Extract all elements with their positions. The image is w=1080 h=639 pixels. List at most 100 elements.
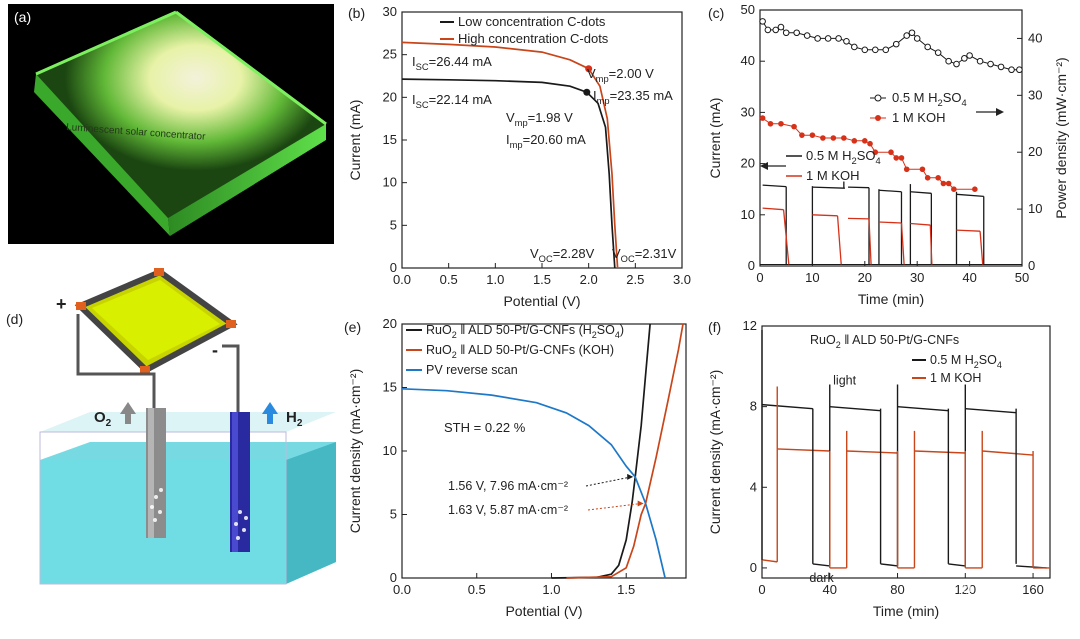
x-tick-label: 3.0 [673, 272, 691, 287]
minus-sign: - [212, 340, 218, 360]
y2-tick-label: 30 [1028, 87, 1042, 102]
power-koh-point [888, 149, 894, 156]
y-tick-label: 20 [383, 89, 397, 104]
x-tick-label: 20 [858, 270, 872, 285]
x-tick-label: 0.0 [393, 582, 411, 597]
annotation-1: 1.56 V, 7.96 mA·cm⁻² [448, 479, 568, 493]
arrow-right-icon [996, 108, 1004, 116]
power-koh-point [867, 140, 873, 147]
legend-label: 0.5 M H2SO4 [930, 353, 1002, 370]
legend-power-koh: 1 M KOH [892, 110, 945, 125]
h2so4-off-segment [812, 563, 830, 567]
power-h2so4-point [1008, 66, 1015, 74]
power-h2so4-point [861, 46, 869, 54]
power-h2so4-point [772, 26, 780, 34]
y-tick-label: 20 [383, 316, 397, 331]
current-h2so4-segment [762, 184, 787, 188]
panel-f-label: (f) [708, 319, 721, 335]
current-koh-segment [956, 229, 981, 232]
current-h2so4-segment [848, 186, 870, 189]
legend-label: High concentration C-dots [458, 31, 609, 46]
panel-c: (c) 0 10 20 30 40 50 0 10 20 30 40 50 0 10 20 30 40 Time … [704, 0, 1080, 318]
axes-frame-c [759, 9, 1023, 267]
y-tick-label: 40 [741, 53, 755, 68]
power-koh-point [924, 175, 931, 181]
arrow-left-icon [760, 162, 768, 170]
power-koh-point [951, 186, 957, 192]
power-koh-point [940, 180, 947, 187]
imp-high-label: Imp=23.35 mA [593, 88, 673, 106]
x-tick-label: 2.5 [626, 272, 644, 287]
power-h2so4-point [851, 43, 858, 51]
h2so4-off-segment [948, 563, 966, 567]
power-h2so4-point [814, 35, 821, 42]
h2so4-on-segment [829, 405, 881, 412]
vmp-low-label: Vmp=1.98 V [506, 110, 573, 128]
power-koh-point [935, 175, 941, 181]
annotation-1-arrow-icon [627, 473, 634, 480]
power-h2so4-point [764, 26, 772, 34]
light-label: light [833, 373, 856, 387]
y-tick-label: 30 [741, 104, 755, 119]
power-h2so4-point [934, 49, 942, 56]
x-axis-label: Potential (V) [505, 603, 582, 619]
y-tick-label: 5 [390, 217, 397, 232]
power-koh-point [759, 115, 766, 121]
y-tick-label: 0 [750, 560, 757, 575]
power-koh-point [799, 132, 805, 138]
y-tick-label: 25 [383, 47, 397, 62]
power-koh-point [778, 120, 784, 127]
y-tick-label: 8 [750, 399, 757, 414]
power-h2so4-point [782, 29, 790, 37]
power-h2so4-point [835, 35, 842, 42]
current-koh-step [929, 225, 933, 265]
x-tick-label: 1.5 [617, 582, 635, 597]
power-koh-point [791, 123, 797, 130]
imp-low-label: Imp=20.60 mA [506, 132, 586, 150]
x-tick-label: 40 [962, 270, 976, 285]
power-h2so4-point [892, 40, 900, 48]
y-axis-label: Current density (mA·cm⁻²) [347, 369, 363, 534]
y-axis-label: Current density (mA·cm⁻²) [707, 370, 723, 535]
y-tick-label: 4 [750, 479, 757, 494]
legend-label: Low concentration C-dots [458, 14, 606, 29]
voc-low-label: VOC=2.28V [530, 246, 595, 264]
current-koh-segment [878, 221, 902, 224]
y-tick-label: 0 [390, 570, 397, 585]
dark-label: dark [809, 571, 834, 585]
series-line-koh [566, 323, 684, 579]
chart-b: (b) 0.0 0.5 1.0 1.5 2.0 2.5 3.0 0 5 10 15 20 25 30 Pot… [347, 4, 691, 309]
koh-off-segment [761, 559, 778, 563]
current-h2so4-segment [812, 186, 845, 189]
legend-current-h2so4: 0.5 M H2SO4 [806, 148, 881, 166]
current-koh-segment [812, 214, 838, 217]
power-h2so4-point [997, 63, 1005, 71]
power-h2so4-point [987, 60, 994, 68]
x-tick-label: 50 [1015, 270, 1029, 285]
y-axis-label: Current (mA) [707, 98, 723, 179]
y-tick-label: 50 [741, 2, 755, 17]
current-koh-step [900, 222, 905, 265]
power-koh-point [820, 135, 826, 141]
koh-on-segment [846, 450, 898, 454]
current-koh-segment [910, 222, 931, 226]
legend-power-h2so4: 0.5 M H2SO4 [892, 90, 967, 108]
power-h2so4-point [966, 52, 973, 59]
y-tick-label: 10 [741, 207, 755, 222]
power-koh-point [862, 138, 868, 144]
o2-arrow-icon [120, 402, 136, 424]
power-koh-point [851, 138, 858, 144]
panel-a-label: (a) [14, 9, 31, 25]
current-koh-step [782, 209, 790, 265]
koh-on-segment [982, 450, 1034, 456]
x-tick-label: 10 [805, 270, 819, 285]
power-koh-point [945, 180, 952, 187]
h2so4-on-segment [965, 407, 1017, 414]
current-h2so4-segment [878, 189, 902, 193]
axes-frame-f [761, 325, 1051, 579]
x-tick-label: 0.0 [393, 272, 411, 287]
power-h2so4-point [843, 37, 850, 45]
isc-high-label: ISC=26.44 mA [412, 54, 492, 72]
legend-label: PV reverse scan [426, 363, 518, 377]
power-koh-point [893, 155, 900, 161]
